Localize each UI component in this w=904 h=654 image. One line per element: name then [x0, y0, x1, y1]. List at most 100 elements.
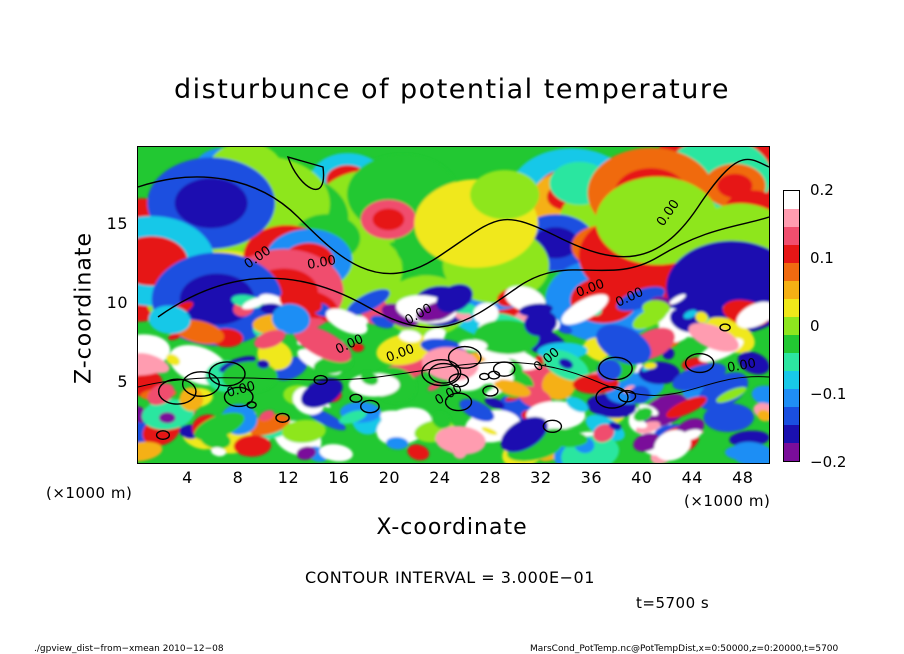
- contour-loop: [684, 352, 715, 374]
- field-cell: [485, 386, 503, 398]
- chart-title: disturbunce of potential temperature: [174, 74, 730, 105]
- contour-loop: [360, 399, 380, 414]
- field-cell: [751, 385, 769, 407]
- field-cell: [716, 386, 747, 403]
- x-tick-label: 8: [232, 468, 244, 487]
- y-axis-label: Z-coordinate: [71, 232, 97, 384]
- field-cell: [484, 181, 525, 209]
- x-tick-label: 16: [328, 468, 350, 487]
- field-cell: [385, 436, 409, 450]
- field-cell: [211, 447, 226, 457]
- field-cell: [724, 445, 758, 460]
- x-tick-label: 24: [429, 468, 451, 487]
- field-cell: [233, 435, 272, 457]
- contour-loop: [428, 362, 460, 384]
- x-unit-left: (×1000 m): [46, 484, 133, 502]
- field-cell: [757, 409, 769, 422]
- footer-script-name: ./gpview_dist−from−xmean 2010−12−08: [34, 644, 224, 654]
- x-unit-right: (×1000 m): [684, 492, 771, 510]
- contour-loop: [313, 374, 328, 386]
- contour-loop: [181, 371, 220, 397]
- field-cell: [694, 261, 769, 314]
- field-cell: [147, 383, 175, 406]
- field-cell: [633, 433, 660, 452]
- contour-loop: [478, 372, 490, 381]
- field-cell: [729, 430, 769, 447]
- colorbar-tick-label: −0.1: [810, 385, 847, 403]
- field-cell: [524, 310, 558, 337]
- field-cell: [654, 430, 691, 461]
- x-tick-label: 44: [681, 468, 703, 487]
- footer-data-source: MarsCond_PotTemp.nc@PotTempDist,x=0:5000…: [530, 644, 839, 654]
- contour-line: [138, 361, 769, 396]
- field-cell: [325, 308, 368, 335]
- field-cell: [166, 354, 181, 366]
- x-tick-label: 48: [732, 468, 754, 487]
- x-tick-label: 40: [631, 468, 653, 487]
- field-cell: [281, 419, 326, 444]
- contour-line: [157, 216, 769, 329]
- field-cell: [632, 306, 668, 330]
- field-cell: [436, 284, 473, 313]
- field-cell: [296, 446, 317, 460]
- contour-loop: [482, 385, 499, 397]
- contour-loop: [157, 378, 197, 405]
- field-cell: [473, 320, 539, 355]
- field-cell: [398, 330, 422, 343]
- field-cell: [736, 301, 769, 329]
- x-axis-label: X-coordinate: [376, 515, 528, 540]
- field-cell: [481, 427, 498, 436]
- contour-loop: [246, 401, 257, 409]
- x-tick-label: 32: [530, 468, 552, 487]
- y-tick-label: 5: [117, 372, 128, 391]
- contour-label: 0.00: [225, 379, 257, 401]
- field-cell: [596, 324, 652, 365]
- field-cell: [300, 378, 343, 408]
- field-cell: [432, 412, 451, 429]
- field-cell: [494, 379, 531, 397]
- field-cell: [346, 289, 390, 316]
- field-cell: [459, 398, 495, 422]
- field-cell: [593, 424, 615, 443]
- field-cell: [519, 303, 553, 317]
- field-cell: [633, 407, 653, 422]
- field-cell: [376, 333, 432, 366]
- field-cell: [616, 286, 666, 312]
- colorbar-tick-label: 0: [810, 317, 820, 335]
- field-cell: [672, 362, 727, 391]
- field-cell: [254, 330, 286, 349]
- field-cell: [242, 297, 266, 310]
- time-stamp: t=5700 s: [636, 594, 710, 612]
- contour-loop: [155, 430, 171, 441]
- field-cell: [158, 412, 176, 424]
- field-cell: [500, 416, 548, 453]
- field-cell: [427, 382, 442, 391]
- contour-loop: [595, 386, 629, 409]
- field-cell: [556, 324, 573, 334]
- contour-loop: [492, 361, 516, 377]
- field-cell: [148, 305, 191, 334]
- field-cell: [259, 410, 275, 421]
- field-cell: [622, 196, 693, 245]
- x-tick-label: 36: [580, 468, 602, 487]
- field-cell: [351, 343, 365, 352]
- field-cell: [642, 393, 689, 427]
- field-cell: [293, 325, 352, 363]
- contour-loop: [447, 345, 482, 369]
- contour-line: [286, 155, 325, 190]
- field-cell: [484, 397, 505, 409]
- x-tick-label: 20: [378, 468, 401, 487]
- field-cell: [473, 302, 499, 325]
- contour-interval-text: CONTOUR INTERVAL = 3.000E−01: [305, 568, 595, 587]
- contour-loop: [208, 361, 246, 387]
- x-tick-label: 12: [277, 468, 300, 487]
- heatmap-field: 0.00 0.000.000.00 0.000.000.000.000.00 0.00…: [138, 147, 769, 463]
- field-cell: [339, 410, 367, 424]
- field-cell: [194, 412, 245, 441]
- colorbar-tick-label: −0.2: [810, 453, 847, 471]
- contour-loop: [542, 419, 563, 434]
- field-cell: [703, 403, 754, 432]
- field-cell: [138, 441, 163, 462]
- contour-loop: [719, 323, 731, 332]
- field-cell: [688, 323, 739, 352]
